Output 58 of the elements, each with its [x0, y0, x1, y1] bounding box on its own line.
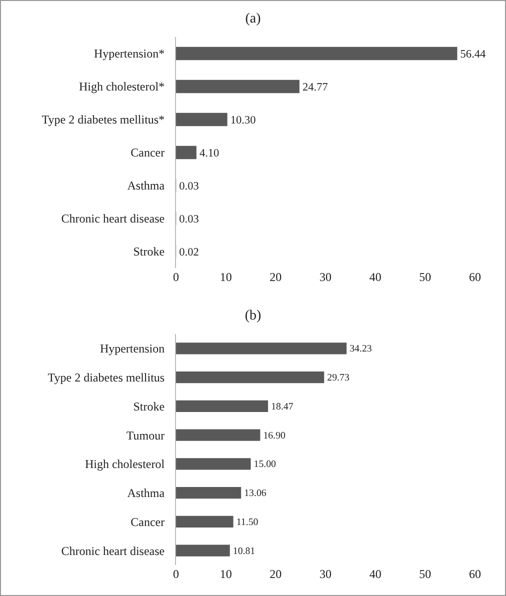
y-tick-label: Stroke: [133, 244, 165, 259]
x-tick-label: 0: [173, 270, 179, 284]
y-tick-label: Asthma: [127, 178, 166, 193]
bar: [176, 487, 242, 499]
y-tick-label: Type 2 diabetes mellitus: [48, 370, 165, 385]
y-tick-label: Cancer: [130, 514, 165, 529]
y-tick-label: High cholesterol: [84, 457, 166, 472]
data-label: 56.44: [460, 48, 486, 60]
x-tick-label: 40: [369, 567, 382, 581]
x-tick-label: 20: [270, 567, 282, 581]
chart-title: (b): [244, 308, 262, 324]
y-tick-label: Hypertension*: [94, 46, 165, 61]
data-label: 0.03: [179, 180, 200, 192]
x-tick-label: 30: [320, 567, 332, 581]
x-tick-label: 20: [270, 270, 282, 284]
data-label: 34.23: [350, 344, 372, 355]
y-tick-label: Tumour: [126, 428, 165, 442]
bar: [176, 400, 268, 412]
y-tick-label: Stroke: [133, 399, 165, 414]
bar: [176, 46, 458, 60]
data-label: 10.30: [230, 114, 256, 126]
x-tick-label: 30: [320, 270, 332, 284]
data-label: 16.90: [263, 430, 286, 442]
y-tick-label: Chronic heart disease: [61, 544, 165, 558]
bar: [176, 342, 347, 354]
data-label: 10.81: [232, 546, 256, 557]
y-tick-label: Asthma: [127, 486, 166, 500]
bar: [176, 429, 260, 441]
x-tick-label: 10: [220, 567, 232, 581]
bar: [176, 516, 234, 528]
x-tick-label: 40: [369, 270, 382, 284]
data-label: 4.10: [199, 147, 220, 160]
y-tick-label: Hypertension: [100, 342, 165, 356]
data-label: 24.77: [302, 81, 328, 94]
data-label: 0.03: [179, 213, 200, 226]
x-tick-label: 0: [173, 567, 179, 581]
bar: [176, 80, 300, 94]
bar: [176, 112, 228, 126]
bar: [176, 146, 196, 160]
chart-title: (a): [245, 12, 262, 27]
bar: [176, 372, 324, 384]
x-tick-label: 50: [419, 270, 432, 284]
bar: [176, 544, 230, 556]
data-label: 0.02: [179, 246, 200, 258]
x-tick-label: 60: [469, 270, 481, 284]
data-label: 15.00: [254, 459, 276, 470]
x-tick-label: 60: [469, 567, 481, 581]
y-tick-label: Type 2 diabetes mellitus*: [42, 112, 165, 127]
y-tick-label: Cancer: [130, 146, 165, 160]
data-label: 18.47: [271, 401, 294, 412]
y-tick-label: High cholesterol*: [78, 80, 165, 94]
data-label: 11.50: [236, 516, 258, 528]
data-label: 13.06: [244, 488, 266, 500]
y-tick-label: Chronic heart disease: [61, 212, 165, 226]
data-label: 29.73: [327, 372, 350, 384]
bar: [176, 458, 251, 470]
x-tick-label: 10: [220, 270, 232, 284]
x-tick-label: 50: [419, 567, 432, 581]
